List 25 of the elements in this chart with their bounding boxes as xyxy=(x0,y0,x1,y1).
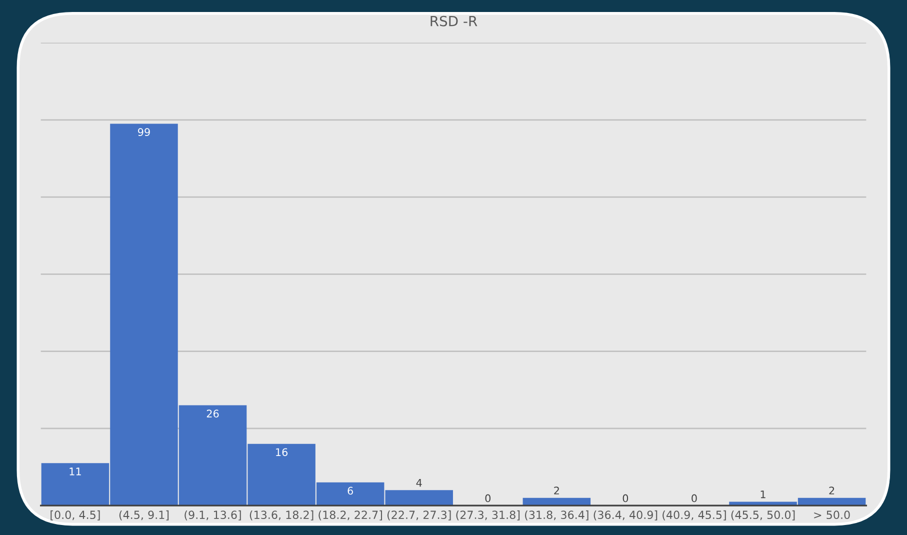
data-label: 2 xyxy=(554,486,559,494)
x-tick-label: (31.8, 36.4] xyxy=(525,510,588,520)
x-tick-label: (4.5, 9.1] xyxy=(119,510,169,520)
data-label: 11 xyxy=(70,468,81,476)
data-label: 0 xyxy=(622,494,628,502)
data-label: 2 xyxy=(829,486,834,494)
x-tick-label: (27.3, 31.8] xyxy=(456,510,520,520)
x-tick-label: (9.1, 13.6] xyxy=(184,510,241,520)
data-label: 16 xyxy=(276,448,288,456)
x-tick-label: > 50.0 xyxy=(814,510,850,520)
data-label: 0 xyxy=(485,494,491,502)
x-tick-label: (36.4, 40.9] xyxy=(594,510,658,520)
data-label: 4 xyxy=(416,479,422,487)
x-tick-label: (45.5, 50.0] xyxy=(731,510,795,520)
x-tick-label: (18.2, 22.7] xyxy=(318,510,382,520)
data-label: 1 xyxy=(760,490,766,498)
data-label: 0 xyxy=(692,494,697,502)
data-label: 6 xyxy=(348,486,353,495)
data-label: 26 xyxy=(206,410,219,418)
x-tick-label: (40.9, 45.5] xyxy=(662,510,726,520)
x-tick-label: [0.0, 4.5] xyxy=(50,510,100,520)
x-tick-label: (22.7, 27.3] xyxy=(387,510,451,520)
x-tick-label: (13.6, 18.2] xyxy=(250,510,314,520)
chart-title: RSD -R xyxy=(430,16,478,26)
data-label: 99 xyxy=(138,128,150,136)
